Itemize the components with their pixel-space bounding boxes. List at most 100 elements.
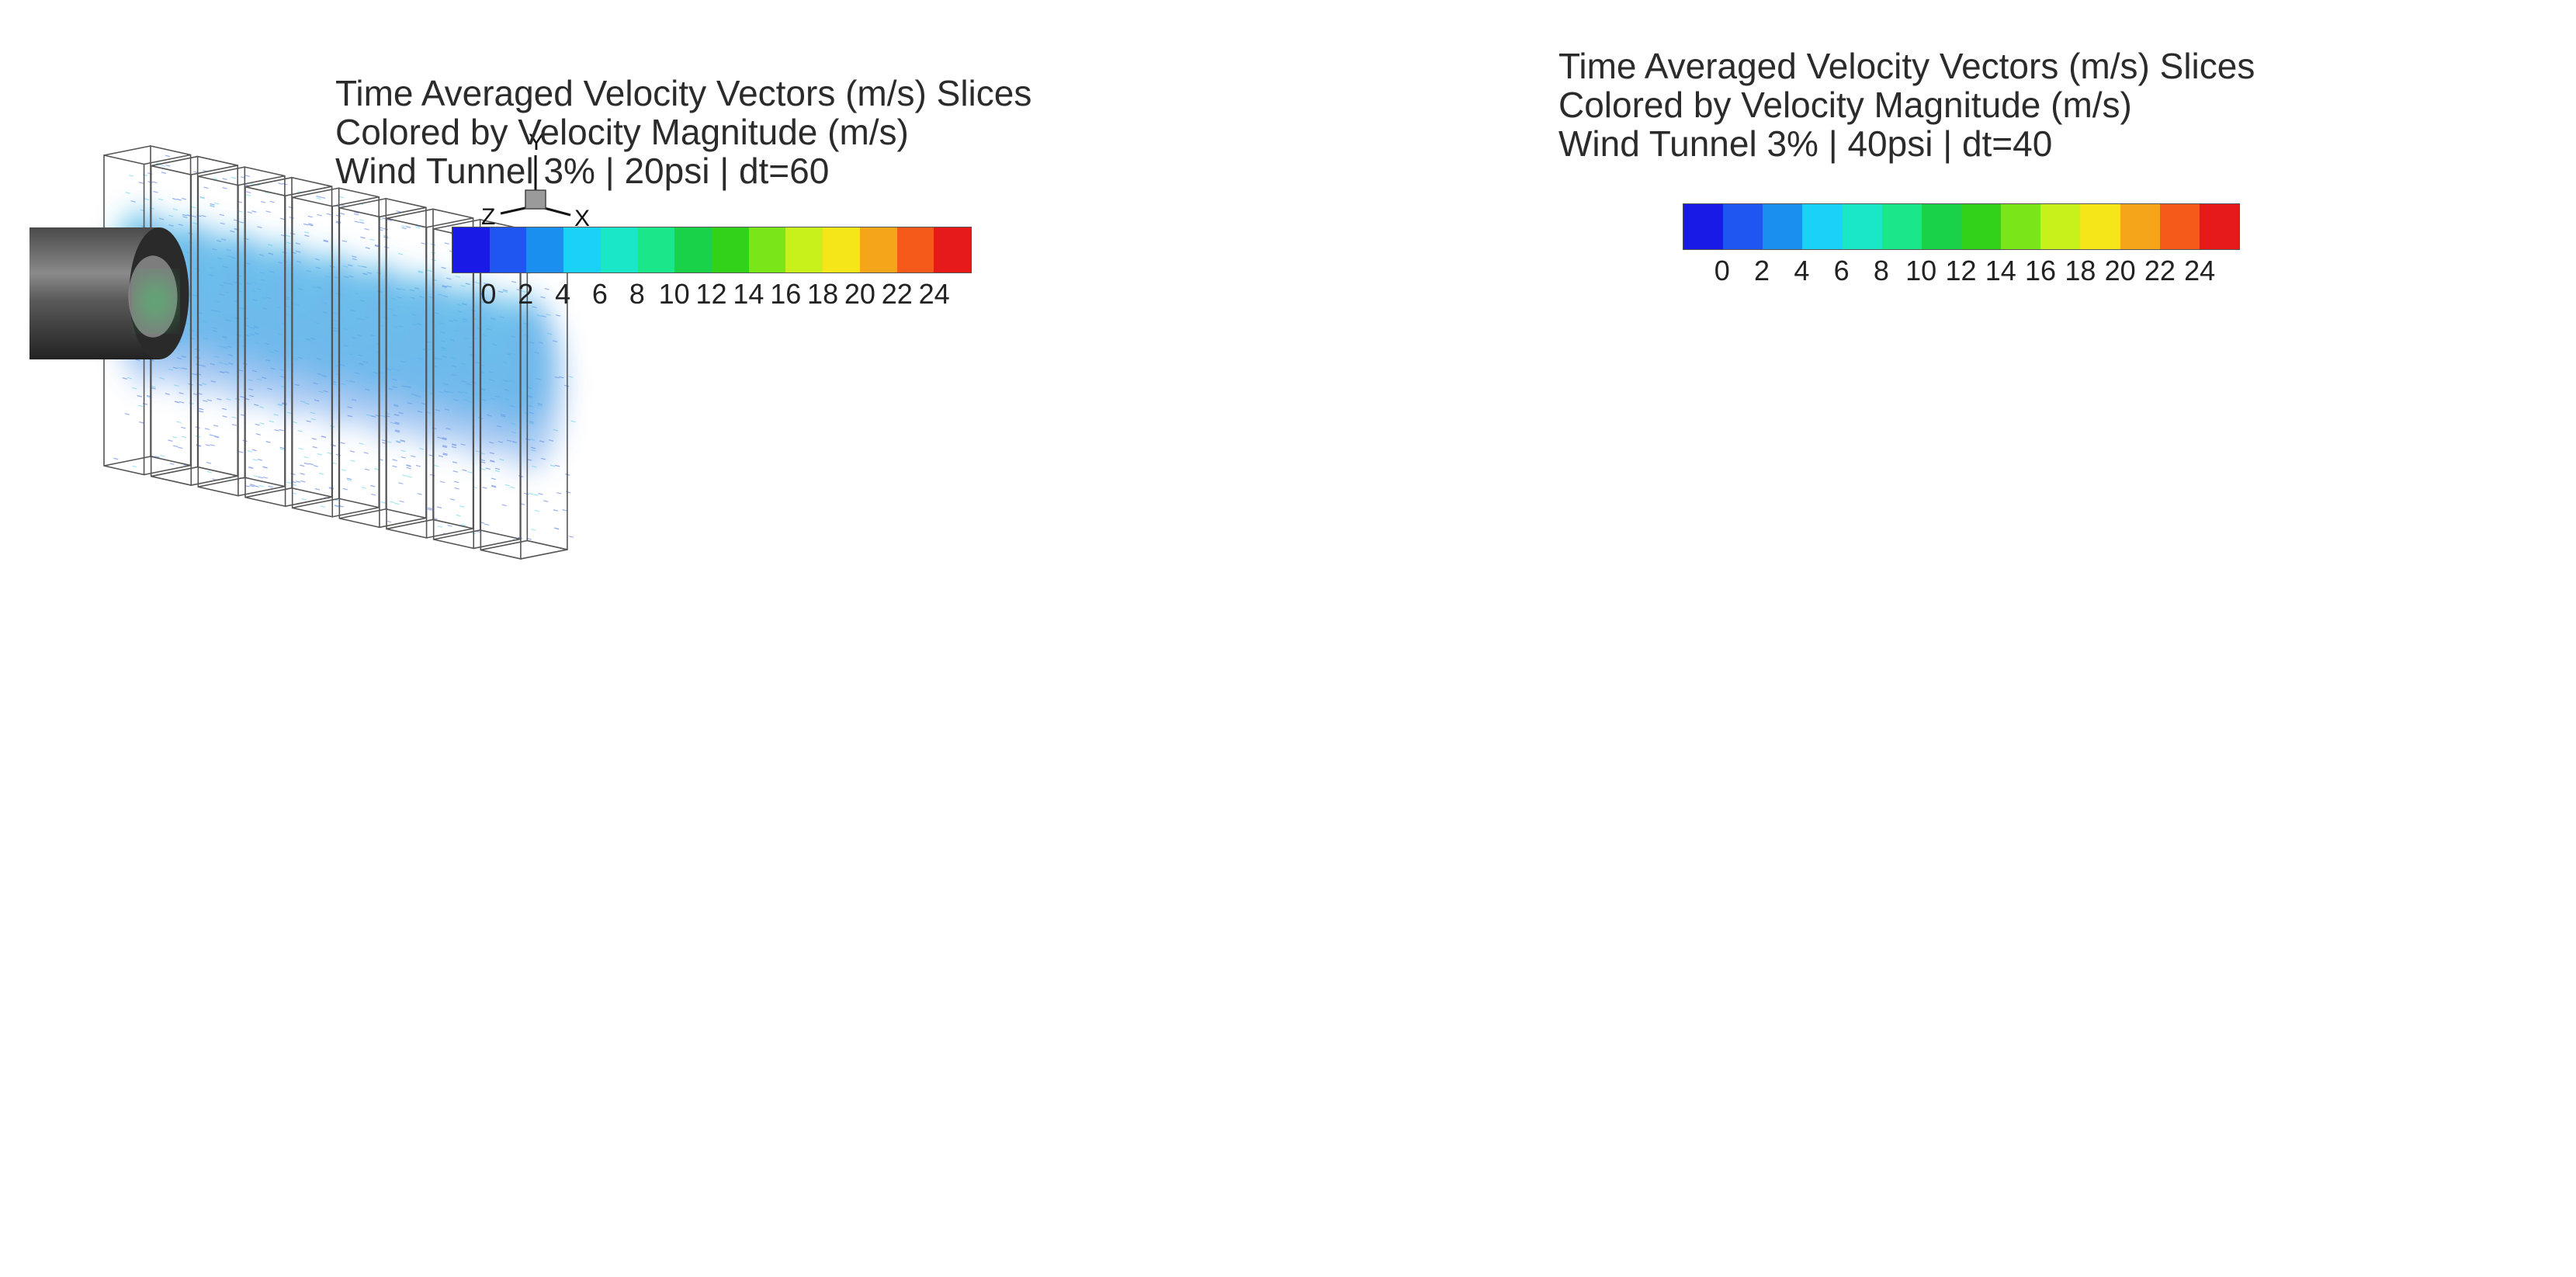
legend-swatch (1961, 204, 2002, 249)
velocity-vector (340, 442, 345, 445)
slice-edge (198, 477, 245, 488)
legend-swatch (934, 227, 972, 272)
velocity-vector (255, 433, 262, 435)
legend-swatch (489, 227, 527, 272)
velocity-vector (538, 493, 543, 495)
velocity-slices-scene: Y X Z (29, 130, 590, 560)
velocity-vector (310, 411, 315, 415)
velocity-vector (437, 526, 443, 528)
velocity-vector (258, 484, 264, 488)
velocity-vector (273, 414, 279, 416)
y-axis-label: Y (529, 130, 544, 155)
velocity-vector (485, 467, 491, 470)
velocity-vector (446, 277, 452, 280)
legend-ticks: 0 2 4 6 8 10 12 14 16 18 20 22 24 (1683, 250, 2240, 289)
velocity-vector (498, 290, 504, 293)
velocity-vector (451, 443, 457, 446)
velocity-vector (255, 423, 260, 426)
legend-swatch (2001, 204, 2041, 249)
velocity-vector (369, 238, 375, 241)
velocity-vector (230, 230, 235, 233)
velocity-vector (400, 440, 406, 442)
velocity-vector (172, 445, 179, 448)
velocity-vector (269, 420, 274, 423)
velocity-vector (406, 464, 411, 467)
velocity-vector (540, 296, 546, 299)
velocity-vector (326, 213, 331, 216)
velocity-vector (132, 387, 137, 390)
velocity-vector (311, 438, 317, 440)
velocity-vector (210, 444, 215, 446)
velocity-vector (455, 276, 460, 278)
velocity-vector (452, 443, 457, 446)
velocity-vector (474, 281, 480, 284)
velocity-vector (484, 523, 490, 526)
velocity-vector (203, 186, 209, 189)
slice-edge (191, 475, 238, 486)
velocity-vector (340, 213, 345, 215)
legend-tick-label: 6 (591, 278, 608, 310)
slice-edge (433, 529, 480, 540)
velocity-vector (251, 449, 257, 452)
velocity-vector (323, 240, 328, 243)
velocity-vector (387, 219, 392, 221)
slice-edge (339, 508, 387, 519)
velocity-vector (279, 217, 285, 220)
velocity-vector (556, 492, 562, 494)
velocity-vector (310, 418, 316, 421)
velocity-vector (257, 226, 262, 229)
velocity-vector (405, 226, 411, 228)
color-legend: 0 2 4 6 8 10 12 14 16 18 20 22 24 (452, 227, 972, 312)
slice-edge (144, 464, 191, 476)
slice-edge (191, 165, 238, 175)
velocity-vector (342, 488, 348, 491)
legend-swatch (452, 227, 490, 272)
velocity-vector (269, 200, 275, 203)
velocity-vector (247, 211, 252, 213)
velocity-vector (278, 182, 283, 185)
velocity-vector (462, 469, 467, 472)
legend-tick-label: 18 (2065, 255, 2096, 286)
slice-edge (473, 538, 521, 550)
velocity-vector (144, 198, 150, 201)
velocity-vector (434, 464, 439, 467)
slice-edge (379, 517, 427, 529)
panel-right: YXZ Time Averaged Velocity Vectors (m/s)… (1288, 0, 2576, 1277)
velocity-vector (529, 492, 534, 495)
legend-tick-label: 20 (844, 278, 875, 310)
velocity-vector (297, 430, 303, 432)
velocity-vector (491, 484, 497, 488)
velocity-vector (279, 448, 285, 451)
legend-swatch (526, 227, 564, 272)
velocity-vector (387, 440, 392, 443)
velocity-vector (178, 446, 183, 449)
velocity-vector (203, 400, 208, 402)
velocity-vector (222, 178, 227, 180)
velocity-vector (219, 213, 224, 217)
velocity-vector (364, 228, 369, 231)
legend-swatch (1683, 204, 1724, 249)
velocity-vector (380, 501, 386, 504)
legend-swatch (2040, 204, 2081, 249)
legend-swatch (2120, 204, 2160, 249)
velocity-vector (307, 215, 313, 218)
slice-edge (244, 176, 293, 188)
legend-swatch (1802, 204, 1843, 249)
velocity-vector (400, 225, 407, 227)
velocity-vector (168, 224, 174, 227)
velocity-vector (363, 452, 369, 454)
velocity-vector (449, 498, 456, 501)
title-line-2: Colored by Velocity Magnitude (m/s) (335, 112, 909, 152)
velocity-vector (138, 182, 144, 184)
velocity-vector (504, 484, 510, 487)
slice-edge (426, 528, 473, 539)
velocity-vector (295, 242, 300, 245)
axis-cube (525, 189, 546, 210)
velocity-vector (209, 434, 214, 436)
velocity-vector (130, 200, 136, 203)
slice-edge (151, 466, 198, 477)
legend-tick-label: 12 (1945, 255, 1977, 286)
velocity-vector (554, 527, 560, 530)
velocity-vector (568, 536, 574, 538)
velocity-vector (286, 481, 292, 484)
